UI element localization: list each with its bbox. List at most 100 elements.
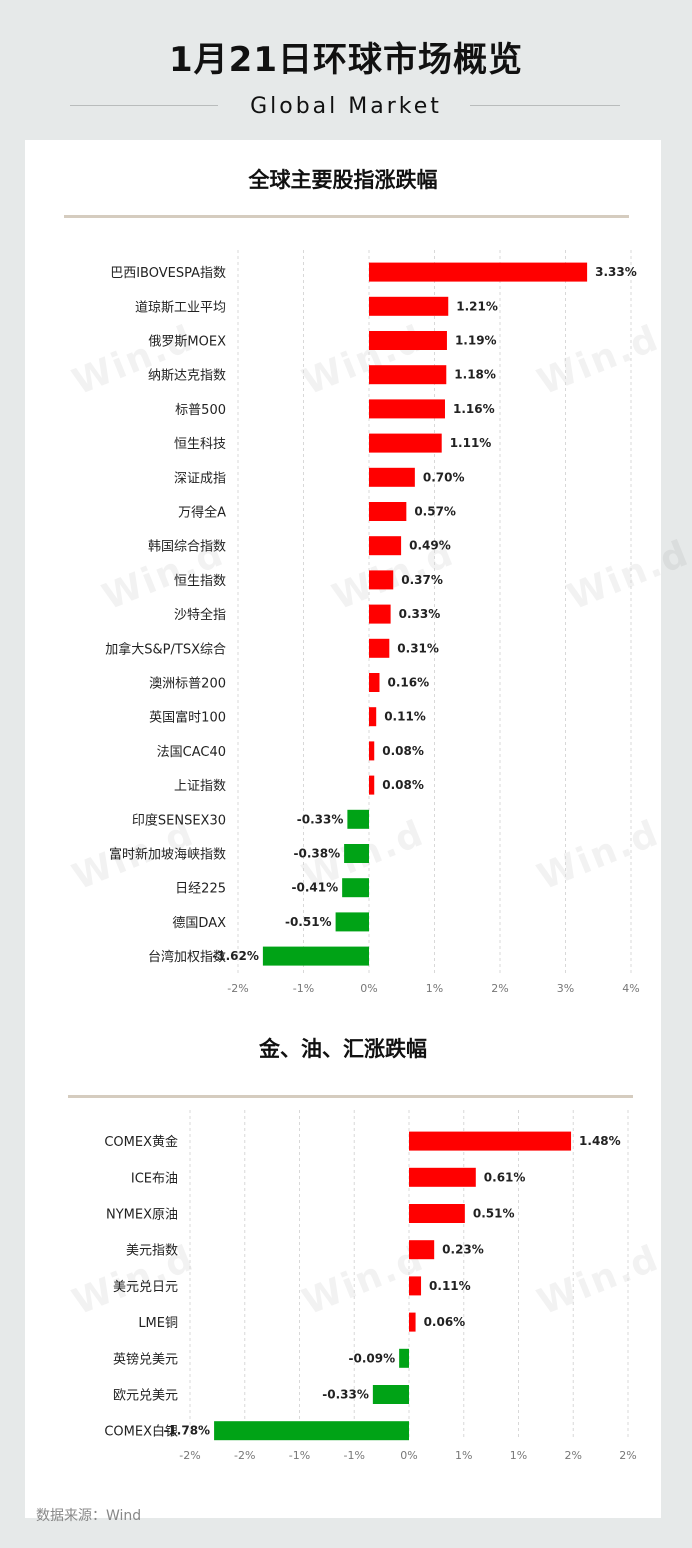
bar bbox=[369, 433, 442, 453]
category-label: 英国富时100 bbox=[149, 710, 226, 726]
bar bbox=[369, 536, 402, 556]
category-label: 日经225 bbox=[175, 882, 226, 897]
data-label: 0.61% bbox=[484, 1170, 526, 1184]
data-label: 0.16% bbox=[387, 676, 429, 690]
category-label: 沙特全指 bbox=[174, 607, 226, 623]
data-label: 0.08% bbox=[382, 744, 424, 758]
category-label: 纳斯达克指数 bbox=[148, 369, 226, 384]
category-label: 德国DAX bbox=[172, 916, 226, 931]
bar bbox=[369, 262, 588, 282]
x-tick-label: -1% bbox=[293, 982, 314, 995]
data-label: 0.37% bbox=[401, 573, 443, 587]
bar bbox=[369, 296, 449, 316]
page-title: 1月21日环球市场概览 bbox=[169, 40, 523, 80]
category-label: 印度SENSEX30 bbox=[132, 812, 226, 828]
category-label: 欧元兑美元 bbox=[113, 1389, 178, 1404]
category-label: 万得全A bbox=[178, 505, 226, 521]
data-label: 0.70% bbox=[423, 470, 465, 484]
bar bbox=[347, 809, 369, 829]
x-tick-label: -1% bbox=[344, 1449, 365, 1462]
data-label: 3.33% bbox=[595, 265, 637, 279]
bar bbox=[335, 912, 369, 932]
category-label: 深证成指 bbox=[174, 471, 226, 486]
bar bbox=[369, 775, 375, 795]
bar bbox=[369, 673, 380, 692]
category-label: 富时新加坡海峡指数 bbox=[109, 847, 226, 863]
bar bbox=[369, 331, 447, 350]
data-label: 1.11% bbox=[450, 436, 492, 450]
bar bbox=[409, 1240, 435, 1260]
bar bbox=[409, 1276, 422, 1296]
equity-index-bar-chart: -2% -1% 0% 1% 2% 3% 4% 巴西IBOVESPA指数 3.33% 道琼斯工业平均… bbox=[105, 250, 640, 995]
data-label: -0.33% bbox=[322, 1388, 369, 1402]
x-tick-label: 1% bbox=[510, 1449, 527, 1462]
data-label: -1.78% bbox=[163, 1424, 210, 1438]
data-label: -1.62% bbox=[212, 949, 259, 963]
bar bbox=[369, 638, 390, 658]
commodity-chart-title: 金、油、汇涨跌幅 bbox=[259, 1037, 427, 1061]
bar bbox=[409, 1167, 476, 1187]
data-label: 0.57% bbox=[414, 505, 456, 519]
x-tick-label: 3% bbox=[557, 982, 574, 995]
bar bbox=[214, 1421, 409, 1441]
x-tick-label: 1% bbox=[426, 982, 443, 995]
category-label: 加拿大S&P/TSX综合 bbox=[105, 641, 226, 657]
page-subtitle: Global Market bbox=[250, 94, 442, 119]
category-label: 法国CAC40 bbox=[157, 745, 226, 760]
subtitle-rule-left bbox=[70, 105, 218, 106]
category-label: 台湾加权指数 bbox=[148, 949, 226, 965]
data-label: 1.21% bbox=[456, 299, 498, 313]
bar bbox=[369, 502, 407, 521]
data-label: 0.11% bbox=[384, 710, 426, 724]
category-label: 俄罗斯MOEX bbox=[148, 335, 226, 350]
data-label: -0.33% bbox=[297, 812, 344, 826]
x-tick-label: 0% bbox=[400, 1449, 417, 1462]
bar bbox=[399, 1348, 409, 1368]
data-label: 0.23% bbox=[442, 1243, 484, 1257]
bar bbox=[369, 707, 377, 727]
data-label: 0.08% bbox=[382, 778, 424, 792]
bar bbox=[344, 844, 369, 863]
data-label: 0.51% bbox=[473, 1207, 515, 1221]
data-label: 1.18% bbox=[454, 368, 496, 382]
equity-chart-title: 全球主要股指涨跌幅 bbox=[248, 168, 438, 192]
bar bbox=[262, 946, 369, 966]
bar bbox=[372, 1385, 409, 1404]
data-label: 0.11% bbox=[429, 1279, 471, 1293]
category-label: 美元兑日元 bbox=[113, 1280, 178, 1295]
data-label: -0.09% bbox=[349, 1351, 396, 1365]
x-tick-label: 4% bbox=[622, 982, 639, 995]
data-label: 0.31% bbox=[397, 641, 439, 655]
data-source: 数据来源：Wind bbox=[36, 1508, 142, 1524]
category-label: 上证指数 bbox=[174, 779, 226, 794]
category-label: 恒生指数 bbox=[174, 574, 226, 589]
data-label: 0.33% bbox=[399, 607, 441, 621]
commodity-title-rule bbox=[68, 1095, 633, 1098]
content-panel bbox=[25, 140, 661, 1518]
data-label: 1.19% bbox=[455, 334, 497, 348]
bar bbox=[369, 399, 445, 419]
data-label: 0.06% bbox=[424, 1315, 466, 1329]
category-label: 美元指数 bbox=[126, 1244, 178, 1259]
bar bbox=[369, 365, 447, 385]
x-tick-label: 0% bbox=[360, 982, 377, 995]
category-label: ICE布油 bbox=[131, 1171, 178, 1186]
bar bbox=[409, 1204, 465, 1223]
category-label: COMEX白银 bbox=[104, 1424, 178, 1440]
category-label: COMEX黄金 bbox=[104, 1134, 178, 1150]
data-label: 1.48% bbox=[579, 1134, 621, 1148]
category-label: LME铜 bbox=[138, 1316, 178, 1331]
category-label: 恒生科技 bbox=[174, 437, 226, 452]
subtitle-rule-right bbox=[470, 105, 620, 106]
category-label: 韩国综合指数 bbox=[148, 540, 226, 555]
bar bbox=[369, 570, 394, 590]
bar bbox=[369, 604, 391, 624]
data-label: 1.16% bbox=[453, 402, 495, 416]
category-label: 巴西IBOVESPA指数 bbox=[110, 266, 226, 281]
x-tick-label: -2% bbox=[234, 1449, 255, 1462]
x-tick-label: 1% bbox=[455, 1449, 472, 1462]
data-label: -0.51% bbox=[285, 915, 332, 929]
bar bbox=[369, 741, 375, 761]
x-tick-label: -2% bbox=[227, 982, 248, 995]
category-label: 澳洲标普200 bbox=[149, 676, 226, 692]
